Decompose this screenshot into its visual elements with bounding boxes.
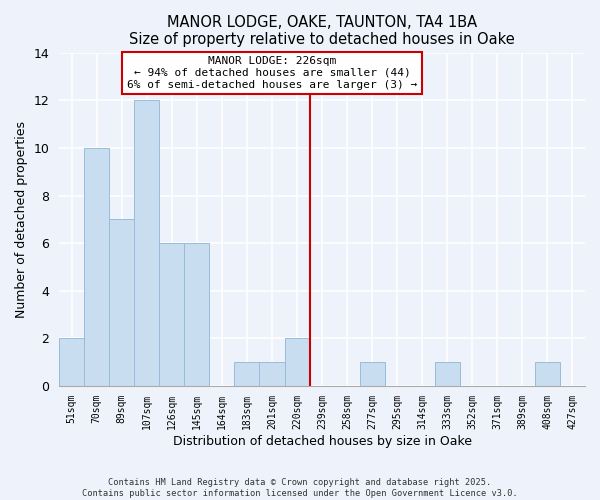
Bar: [184, 243, 209, 386]
Y-axis label: Number of detached properties: Number of detached properties: [15, 121, 28, 318]
Bar: [160, 243, 184, 386]
Bar: [59, 338, 84, 386]
Bar: [235, 362, 259, 386]
Text: MANOR LODGE: 226sqm
← 94% of detached houses are smaller (44)
6% of semi-detache: MANOR LODGE: 226sqm ← 94% of detached ho…: [127, 56, 417, 90]
Bar: [435, 362, 460, 386]
Bar: [259, 362, 284, 386]
Bar: [535, 362, 560, 386]
Text: Contains HM Land Registry data © Crown copyright and database right 2025.
Contai: Contains HM Land Registry data © Crown c…: [82, 478, 518, 498]
Bar: [359, 362, 385, 386]
X-axis label: Distribution of detached houses by size in Oake: Distribution of detached houses by size …: [173, 434, 472, 448]
Bar: [109, 220, 134, 386]
Bar: [84, 148, 109, 386]
Bar: [284, 338, 310, 386]
Bar: [134, 100, 160, 386]
Title: MANOR LODGE, OAKE, TAUNTON, TA4 1BA
Size of property relative to detached houses: MANOR LODGE, OAKE, TAUNTON, TA4 1BA Size…: [129, 15, 515, 48]
